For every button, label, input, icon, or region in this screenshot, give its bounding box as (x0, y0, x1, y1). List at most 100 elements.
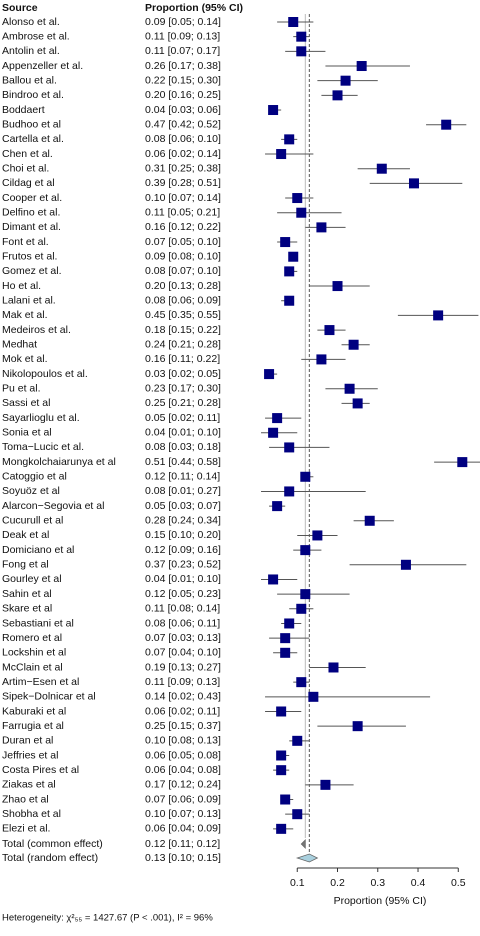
study-name: Appenzeller et al. (2, 60, 83, 72)
estimate-label: 0.04 [0.01; 0.10] (145, 573, 221, 585)
estimate-square (328, 662, 339, 673)
estimate-square (292, 735, 303, 746)
estimate-label: 0.08 [0.03; 0.18] (145, 441, 221, 453)
estimate-label: 0.51 [0.44; 0.58] (145, 456, 221, 468)
estimate-label: 0.11 [0.09; 0.13] (145, 676, 220, 688)
study-name: Shobha et al (2, 808, 61, 820)
estimate-label: 0.37 [0.23; 0.52] (145, 559, 221, 571)
summary-name: Total (common effect) (2, 838, 103, 850)
estimate-label: 0.14 [0.02; 0.43] (145, 691, 221, 703)
estimate-square (284, 134, 295, 145)
x-tick-label: 0.5 (451, 877, 466, 889)
estimate-label: 0.11 [0.05; 0.21] (145, 206, 220, 218)
study-name: Romero et al (2, 632, 62, 644)
estimate-label: 0.25 [0.15; 0.37] (145, 720, 221, 732)
estimate-square (300, 589, 311, 600)
study-name: Toma−Lucic et al. (2, 441, 84, 453)
estimate-label: 0.08 [0.06; 0.09] (145, 295, 221, 307)
x-tick-label: 0.4 (411, 877, 426, 889)
study-name: Zhao et al (2, 793, 49, 805)
estimate-label: 0.11 [0.07; 0.17] (145, 45, 220, 57)
estimate-square (352, 398, 363, 409)
study-name: Cooper et al. (2, 192, 62, 204)
study-name: Gourley et al (2, 573, 62, 585)
estimate-label: 0.12 [0.05; 0.23] (145, 588, 221, 600)
study-name: Bindroo et al. (2, 89, 64, 101)
study-name: Sipek−Dolnicar et al (2, 691, 96, 703)
study-name: Sebastiani et al (2, 617, 74, 629)
estimate-square (272, 501, 283, 512)
estimate-square (300, 545, 311, 556)
estimate-square (352, 721, 363, 732)
estimate-square (320, 779, 331, 790)
study-name: Skare et al (2, 603, 52, 615)
estimate-label: 0.18 [0.15; 0.22] (145, 324, 221, 336)
estimate-label: 0.16 [0.11; 0.22] (145, 353, 220, 365)
study-name: Elezi et al. (2, 823, 50, 835)
estimate-square (408, 178, 419, 189)
estimate-label: 0.06 [0.04; 0.09] (145, 823, 221, 835)
estimate-square (280, 237, 291, 248)
estimate-square (288, 251, 299, 262)
estimate-label: 0.22 [0.15; 0.30] (145, 74, 221, 86)
footnote: Heterogeneity: χ²₅₅ = 1427.67 (P < .001)… (2, 913, 213, 924)
estimate-label: 0.31 [0.25; 0.38] (145, 162, 221, 174)
estimate-square (280, 794, 291, 805)
estimate-label: 0.08 [0.06; 0.10] (145, 133, 221, 145)
estimate-square (296, 603, 307, 614)
study-name: Catoggio et al (2, 471, 67, 483)
estimate-square (376, 163, 387, 174)
estimate-label: 0.06 [0.05; 0.08] (145, 749, 221, 761)
study-name: Ballou et al. (2, 74, 57, 86)
estimate-label: 0.09 [0.05; 0.14] (145, 16, 221, 28)
summary-label: 0.13 [0.10; 0.15] (145, 852, 221, 864)
study-name: Chen et al. (2, 148, 53, 160)
estimate-label: 0.05 [0.02; 0.11] (145, 412, 220, 424)
estimate-square (276, 706, 287, 717)
estimate-square (364, 515, 375, 526)
estimate-label: 0.07 [0.03; 0.13] (145, 632, 221, 644)
estimate-square (292, 809, 303, 820)
estimate-square (316, 222, 327, 233)
estimate-square (276, 750, 287, 761)
estimate-label: 0.10 [0.07; 0.14] (145, 192, 221, 204)
estimate-label: 0.06 [0.02; 0.11] (145, 705, 220, 717)
estimate-label: 0.06 [0.02; 0.14] (145, 148, 221, 160)
study-name: Cartella et al. (2, 133, 64, 145)
study-name: Fong et al (2, 559, 49, 571)
estimate-square (296, 46, 307, 57)
study-name: Duran et al (2, 735, 53, 747)
x-tick-label: 0.3 (370, 877, 385, 889)
study-name: Alonso et al. (2, 16, 60, 28)
estimate-label: 0.20 [0.16; 0.25] (145, 89, 221, 101)
study-name: Kaburaki et al (2, 705, 66, 717)
estimate-label: 0.10 [0.08; 0.13] (145, 735, 221, 747)
estimate-label: 0.15 [0.10; 0.20] (145, 529, 221, 541)
estimate-label: 0.26 [0.17; 0.38] (145, 60, 221, 72)
estimate-square (348, 339, 359, 350)
x-tick-label: 0.1 (290, 877, 305, 889)
estimate-label: 0.10 [0.07; 0.13] (145, 808, 221, 820)
estimate-square (433, 310, 444, 321)
study-name: Antolin et al. (2, 45, 60, 57)
estimate-label: 0.04 [0.01; 0.10] (145, 427, 221, 439)
study-name: Ziakas et al (2, 779, 56, 791)
study-name: Ho et al. (2, 280, 41, 292)
study-name: McClain et al (2, 661, 63, 673)
estimate-label: 0.06 [0.04; 0.08] (145, 764, 221, 776)
estimate-label: 0.11 [0.08; 0.14] (145, 603, 220, 615)
estimate-square (284, 295, 295, 306)
column-header: Source (2, 2, 38, 14)
estimate-square (276, 149, 287, 160)
estimate-label: 0.12 [0.09; 0.16] (145, 544, 221, 556)
study-name: Medeiros et al. (2, 324, 71, 336)
study-name: Boddaert (2, 104, 45, 116)
study-name: Costa Pires et al (2, 764, 79, 776)
study-name: Nikolopoulos et al. (2, 368, 88, 380)
study-name: Lalani et al. (2, 295, 56, 307)
study-name: Domiciano et al (2, 544, 74, 556)
study-name: Choi et al. (2, 162, 49, 174)
estimate-square (312, 530, 323, 541)
estimate-label: 0.07 [0.05; 0.10] (145, 236, 221, 248)
estimate-label: 0.05 [0.03; 0.07] (145, 500, 221, 512)
